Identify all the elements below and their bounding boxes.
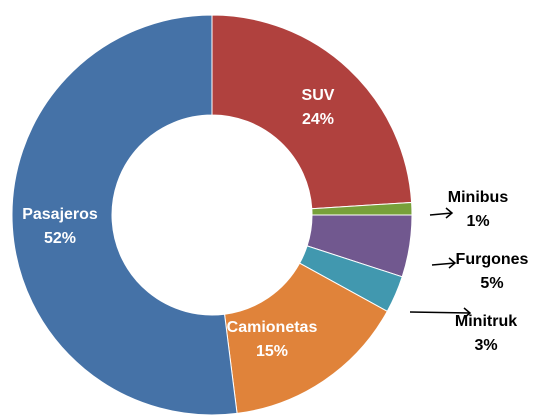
arrows xyxy=(409,207,472,319)
slice-label: SUV 24% xyxy=(301,87,335,128)
slice-label: Minibus 1% xyxy=(447,189,509,230)
arrow xyxy=(429,207,454,219)
slice-label: Pasajeros 52% xyxy=(22,206,98,247)
slice-label: Minitruk 3% xyxy=(454,313,518,354)
slice xyxy=(11,14,238,416)
slice xyxy=(211,14,413,210)
slices xyxy=(11,14,413,416)
arrow xyxy=(431,257,457,269)
arrow xyxy=(409,307,472,319)
slice-label: Furgones 5% xyxy=(455,251,529,292)
slice-label: Camionetas 15% xyxy=(226,319,318,360)
